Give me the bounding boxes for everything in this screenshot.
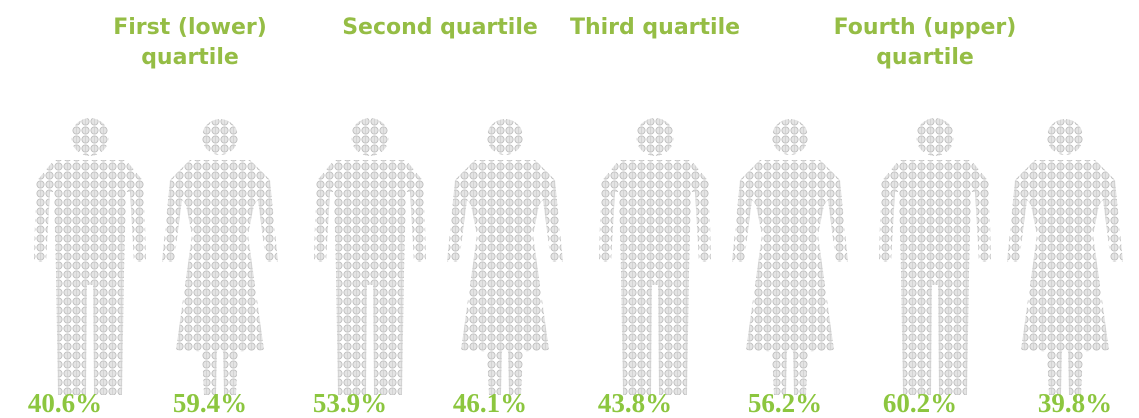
male-percentage: 60.2% (883, 388, 957, 418)
quartile-title: Third quartile (570, 15, 740, 40)
female-percentage: 59.4% (173, 388, 247, 418)
female-figure (1007, 119, 1123, 395)
male-percentage: 53.9% (313, 388, 387, 418)
quartile-title: Fourth (upper) (834, 15, 1017, 40)
male-figure (34, 118, 146, 395)
male-percentage: 43.8% (598, 388, 672, 418)
quartile-title: Second quartile (342, 15, 538, 40)
male-percentage: 40.6% (28, 388, 102, 418)
female-figure (162, 119, 278, 395)
male-figure (599, 118, 711, 395)
quartile-title: First (lower) (113, 15, 267, 40)
female-figure (732, 119, 848, 395)
male-figure (879, 118, 991, 395)
female-percentage: 46.1% (453, 388, 527, 418)
female-percentage: 56.2% (748, 388, 822, 418)
quartile-title: quartile (141, 45, 239, 70)
male-figure (314, 118, 426, 395)
female-figure (447, 119, 563, 395)
female-percentage: 39.8% (1038, 388, 1112, 418)
quartile-title: quartile (876, 45, 974, 70)
